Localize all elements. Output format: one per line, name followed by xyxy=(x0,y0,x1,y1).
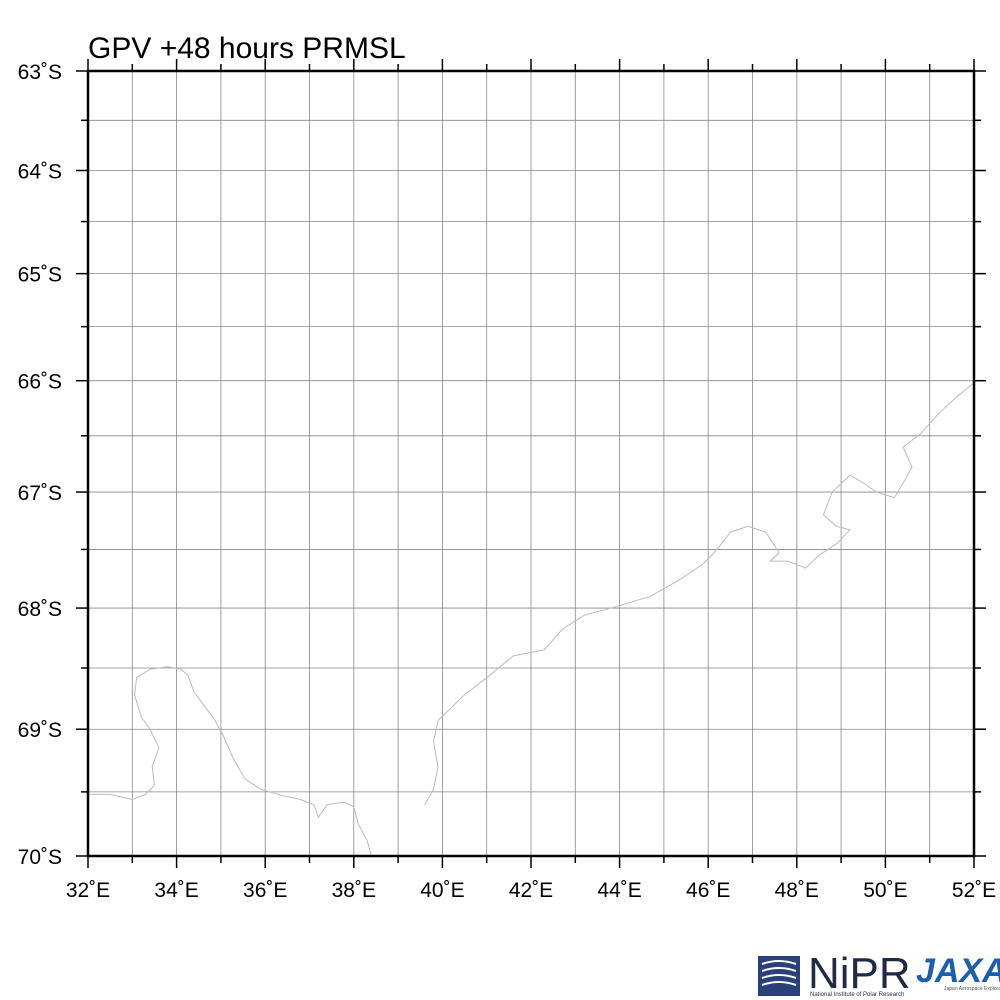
jaxa-logo: JAXA Japan Aerospace Exploration Agency xyxy=(916,952,1000,992)
lat-label: 63˚S xyxy=(18,61,62,84)
lat-label: 64˚S xyxy=(18,161,62,184)
lon-label: 38˚E xyxy=(332,879,376,902)
lat-label: 70˚S xyxy=(18,846,62,869)
lon-label: 36˚E xyxy=(243,879,287,902)
jaxa-wordmark: JAXA xyxy=(916,952,1000,990)
coastline-path xyxy=(424,382,975,805)
lat-label: 69˚S xyxy=(18,719,62,742)
coastline xyxy=(88,382,975,857)
lon-label: 32˚E xyxy=(66,879,110,902)
nipr-subtitle: National Institute of Polar Research xyxy=(810,992,904,998)
longitude-labels: 32˚E 34˚E 36˚E 38˚E 40˚E 42˚E 44˚E 46˚E 48˚E 50˚E… xyxy=(66,879,996,902)
wave-icon xyxy=(761,960,797,986)
lon-label: 52˚E xyxy=(952,879,996,902)
lat-label: 65˚S xyxy=(18,264,62,287)
lon-label: 44˚E xyxy=(597,879,641,902)
lon-label: 46˚E xyxy=(686,879,730,902)
lon-label: 50˚E xyxy=(863,879,907,902)
coastline-path xyxy=(88,666,372,857)
axis-ticks xyxy=(76,59,986,868)
lat-label: 68˚S xyxy=(18,598,62,621)
nipr-logo: NiPR National Institute of Polar Researc… xyxy=(758,949,911,998)
lon-label: 42˚E xyxy=(509,879,553,902)
lat-label: 66˚S xyxy=(18,371,62,394)
graticule xyxy=(87,70,975,857)
map-title: GPV +48 hours PRMSL xyxy=(88,32,406,65)
lon-label: 48˚E xyxy=(775,879,819,902)
lon-label: 34˚E xyxy=(154,879,198,902)
latitude-labels: 63˚S 64˚S 65˚S 66˚S 67˚S 68˚S 69˚S 70˚S xyxy=(18,61,62,869)
nipr-wordmark: NiPR xyxy=(808,949,911,998)
jaxa-subtitle: Japan Aerospace Exploration Agency xyxy=(944,986,1000,992)
lon-label: 40˚E xyxy=(420,879,464,902)
lat-label: 67˚S xyxy=(18,482,62,505)
